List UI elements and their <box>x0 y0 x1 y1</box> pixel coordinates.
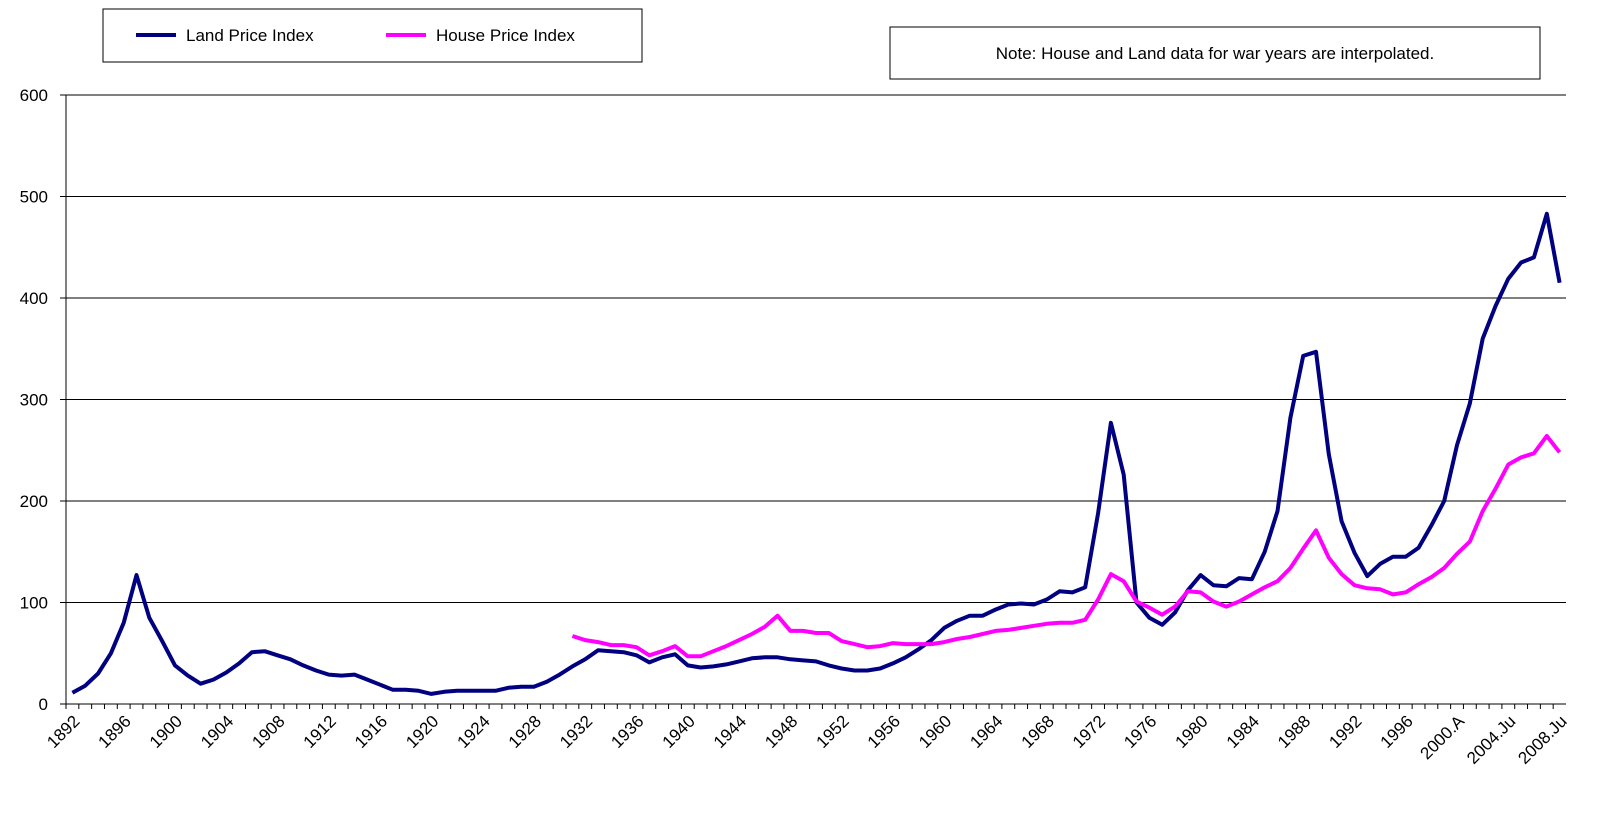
line-series <box>571 434 1562 659</box>
y-tick-label: 500 <box>20 188 48 207</box>
x-tick-label: 1960 <box>915 712 955 752</box>
legend-label: Land Price Index <box>186 26 314 45</box>
note-box <box>889 26 1541 80</box>
x-tick-label: 1912 <box>300 712 340 752</box>
x-tick-label: 1988 <box>1274 712 1314 752</box>
y-tick-label: 100 <box>20 594 48 613</box>
x-tick-label: 1980 <box>1172 712 1212 752</box>
x-tick-label: 1992 <box>1325 712 1365 752</box>
x-tick-label: 2000.A <box>1417 711 1469 763</box>
line-series <box>71 211 1562 696</box>
x-tick-label: 1920 <box>402 712 442 752</box>
legend-box <box>102 8 643 63</box>
x-tick-label: 1940 <box>659 712 699 752</box>
x-tick-label: 1968 <box>1018 712 1058 752</box>
x-tick-label: 1976 <box>1120 712 1160 752</box>
x-tick-label: 1944 <box>710 712 750 752</box>
x-tick-label: 1964 <box>966 712 1006 752</box>
x-tick-label: 1956 <box>864 712 904 752</box>
x-tick-label: 1900 <box>146 712 186 752</box>
x-tick-label: 1896 <box>95 712 135 752</box>
y-tick-label: 400 <box>20 289 48 308</box>
x-tick-label: 1904 <box>197 712 237 752</box>
x-tick-label: 1948 <box>761 712 801 752</box>
x-tick-label: 1932 <box>556 712 596 752</box>
x-tick-label: 1996 <box>1377 712 1417 752</box>
y-tick-label: 0 <box>39 695 48 714</box>
x-tick-label: 1928 <box>505 712 545 752</box>
x-tick-label: 1924 <box>454 712 494 752</box>
x-tick-label: 1916 <box>351 712 391 752</box>
y-tick-label: 300 <box>20 391 48 410</box>
x-tick-label: 1984 <box>1223 712 1263 752</box>
x-tick-label: 2004.Ju <box>1463 712 1519 768</box>
x-tick-label: 1908 <box>248 712 288 752</box>
y-tick-label: 200 <box>20 492 48 511</box>
x-tick-label: 1972 <box>1069 712 1109 752</box>
x-tick-label: 1936 <box>607 712 647 752</box>
x-tick-label: 2008.Ju <box>1514 712 1570 768</box>
x-tick-label: 1952 <box>813 712 853 752</box>
x-tick-label: 1892 <box>43 712 83 752</box>
y-tick-label: 600 <box>20 86 48 105</box>
note: Note: House and Land data for war years … <box>996 44 1435 63</box>
legend-label: House Price Index <box>436 26 575 45</box>
